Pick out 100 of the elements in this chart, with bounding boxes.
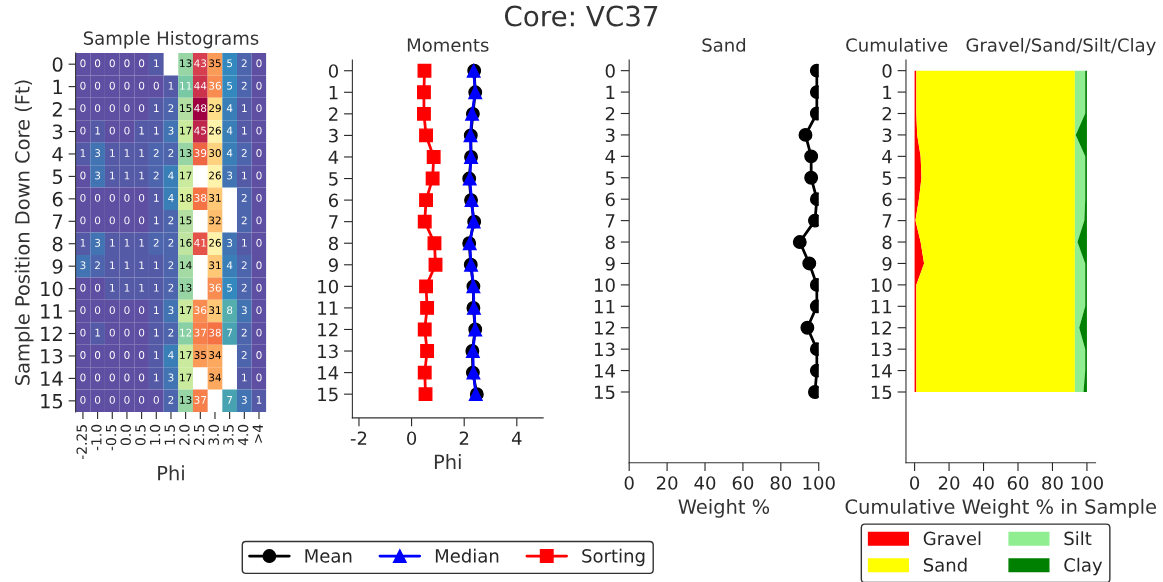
data-label: 0 — [80, 216, 86, 225]
y-tick-label: 3 — [52, 124, 63, 140]
data-label: 3 — [168, 306, 174, 315]
point — [808, 213, 819, 228]
data-label: 0 — [124, 216, 130, 225]
x-tick-label: 20 — [938, 476, 960, 490]
data-label: 2 — [168, 238, 174, 247]
chart-title: Sand — [702, 37, 746, 52]
data-label: 5 — [227, 81, 233, 90]
data-label: 2 — [168, 149, 174, 157]
data-label: 26 — [209, 126, 221, 135]
data-label: 1 — [242, 171, 247, 180]
x-tick-label: 1.0 — [149, 424, 161, 445]
y-tick-label: 0 — [882, 64, 892, 78]
point — [804, 149, 819, 164]
data-label: 13 — [180, 283, 192, 292]
data-label: 1 — [242, 373, 247, 382]
data-label: 30 — [209, 149, 221, 157]
y-tick-label: 5 — [605, 171, 615, 185]
data-label: 0 — [153, 395, 159, 404]
chart-title: Sample Histograms — [83, 30, 259, 49]
data-label: 0 — [138, 216, 145, 225]
data-label: 15 — [180, 104, 192, 113]
data-label: 0 — [256, 81, 262, 90]
x-axis-title: Phi — [434, 454, 461, 469]
data-label: 16 — [180, 238, 192, 247]
y-tick-label: 5 — [329, 172, 338, 186]
point — [419, 279, 433, 294]
data-label: 0 — [80, 59, 86, 68]
data-label: 2 — [168, 261, 174, 270]
x-tick-label: 0 — [910, 476, 920, 490]
x-tick-label: -0.5 — [105, 425, 117, 451]
data-label: 1 — [139, 261, 144, 270]
y-tick-label: 3 — [882, 128, 892, 143]
legend-label: Median — [435, 548, 499, 563]
data-label: 0 — [94, 351, 101, 359]
data-label: 1 — [110, 239, 115, 247]
legend-label: Mean — [305, 549, 352, 563]
data-label: 0 — [124, 351, 130, 359]
y-tick-label: 2 — [329, 107, 338, 121]
data-label: 1 — [124, 283, 130, 292]
data-label: 0 — [153, 81, 159, 90]
x-tick-label: 100 — [803, 476, 835, 490]
data-label: 2 — [241, 261, 247, 270]
x-tick-label: -2.25 — [76, 425, 87, 460]
point — [428, 257, 443, 272]
point — [418, 387, 433, 402]
data-label: 36 — [209, 81, 221, 90]
x-tick-label: 40 — [694, 476, 716, 490]
y-tick-label: 12 — [871, 321, 891, 335]
y-tick-label: 13 — [871, 342, 892, 357]
data-label: 1 — [124, 171, 130, 180]
point — [417, 214, 432, 229]
data-label: 0 — [138, 395, 145, 404]
x-axis-title: Cumulative Weight % in Sample — [845, 498, 1156, 518]
data-label: 2 — [168, 104, 174, 112]
data-label: 17 — [180, 351, 192, 359]
x-tick-label: 40 — [972, 476, 994, 490]
data-label: 2 — [241, 81, 247, 90]
y-tick-label: 12 — [318, 322, 338, 337]
y-tick-label: 13 — [318, 344, 338, 359]
data-label: 0 — [109, 104, 115, 113]
y-tick-label: 0 — [328, 64, 338, 78]
y-tick-label: 14 — [318, 366, 339, 380]
y-tick-label: 6 — [605, 192, 615, 207]
y-tick-label: 10 — [318, 279, 338, 294]
data-label: 0 — [256, 126, 262, 135]
data-label: 0 — [94, 216, 101, 225]
data-label: 0 — [94, 306, 101, 315]
data-label: 0 — [94, 193, 101, 202]
data-label: 0 — [124, 104, 130, 113]
data-label: 0 — [138, 81, 145, 90]
data-label: 39 — [194, 149, 207, 157]
y-tick-label: 1 — [606, 85, 615, 99]
x-tick-label: 3.5 — [223, 425, 234, 445]
data-label: 0 — [80, 306, 86, 315]
data-label: 0 — [256, 306, 262, 315]
data-label: 43 — [194, 59, 207, 68]
y-tick-label: 1 — [883, 85, 892, 99]
data-label: 0 — [138, 306, 145, 315]
data-label: 0 — [138, 104, 145, 113]
y-tick-label: 10 — [41, 281, 63, 297]
data-label: 1 — [139, 171, 144, 180]
data-label: 1 — [124, 149, 130, 157]
data-label: 8 — [227, 306, 233, 315]
y-tick-label: 9 — [52, 259, 63, 274]
data-label: 0 — [80, 351, 86, 359]
data-label: 26 — [209, 171, 221, 180]
y-tick-label: 11 — [318, 301, 338, 315]
x-tick-label: 2.0 — [179, 424, 190, 445]
y-tick-label: 13 — [595, 342, 615, 357]
y-tick-label: 11 — [871, 300, 892, 314]
data-label: 35 — [194, 351, 207, 359]
point — [425, 171, 440, 186]
data-label: 1 — [154, 283, 159, 292]
y-tick-label: 10 — [871, 278, 892, 292]
x-tick-label: -2 — [350, 431, 367, 445]
y-tick-label: 7 — [882, 214, 892, 228]
data-label: 0 — [109, 216, 115, 225]
data-label: 0 — [256, 328, 262, 337]
